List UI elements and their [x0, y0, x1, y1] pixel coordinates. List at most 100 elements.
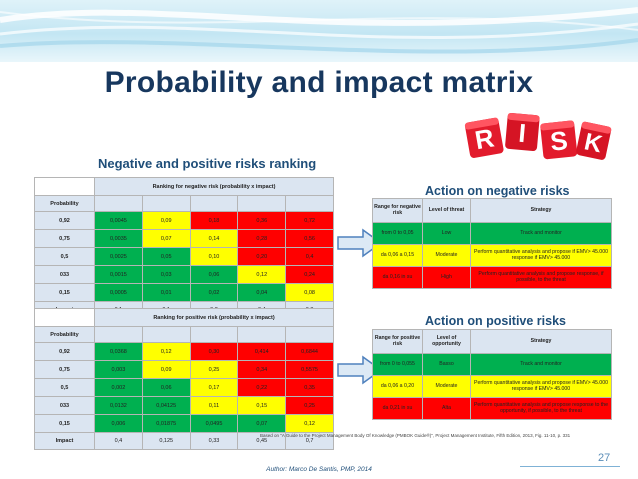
score-cell: 0,4: [285, 247, 334, 266]
logo-letter: R: [473, 122, 497, 155]
source-citation: Based on "A Guide to the Project Managem…: [260, 433, 571, 438]
column-header: Strategy: [470, 329, 612, 354]
level-cell: Basso: [422, 353, 471, 376]
level-cell: Low: [422, 222, 471, 245]
page-divider: [520, 466, 620, 467]
table-row: 0,5 0,0025 0,05 0,10 0,20 0,4: [34, 247, 334, 266]
logo-letter: K: [582, 128, 605, 158]
negative-risk-matrix: Ranking for negative risk (probability x…: [34, 177, 334, 319]
table-row: from 0 to 0,05 Low Track and monitor: [372, 222, 612, 245]
probability-value: 0,5: [34, 247, 95, 266]
impact-row: Impact 0,4 0,125 0,33 0,45 0,7: [34, 432, 334, 450]
score-cell: 0,002: [94, 378, 143, 397]
table-row: 0,92 0,0368 0,12 0,30 0,414 0,6844: [34, 342, 334, 361]
score-cell: 0,06: [141, 378, 191, 397]
score-cell: 0,02: [189, 283, 239, 302]
score-cell: 0,0132: [94, 396, 143, 415]
score-cell: 0,11: [189, 396, 239, 415]
table-row: da 0,16 in su High Perform quantitative …: [372, 266, 612, 289]
positive-risk-matrix: Ranking for positive risk (probability x…: [34, 308, 334, 450]
table-row: 0,15 0,0005 0,01 0,02 0,04 0,08: [34, 283, 334, 302]
score-cell: 0,0025: [94, 247, 143, 266]
score-cell: 0,09: [141, 360, 191, 379]
matrix-corner: [34, 177, 95, 196]
strategy-cell: Perform quantitative analysis and propos…: [470, 244, 612, 267]
table-row: 0,5 0,002 0,06 0,17 0,22 0,35: [34, 378, 334, 397]
impact-value: 0,33: [189, 432, 239, 450]
table-row: 0,15 0,006 0,01875 0,0495 0,07 0,12: [34, 414, 334, 433]
matrix-header: Ranking for positive risk (probability x…: [94, 308, 334, 327]
negative-actions-label: Action on negative risks: [425, 184, 570, 198]
score-cell: 0,03: [141, 265, 191, 284]
score-cell: 0,0495: [189, 414, 239, 433]
table-row: da 0,21 in su Alta Perform quantitative …: [372, 397, 612, 420]
score-cell: 0,20: [237, 247, 287, 266]
positive-actions-table: Range for positive risk Level of opportu…: [372, 329, 612, 420]
page-number: 27: [598, 452, 611, 464]
score-cell: 0,24: [285, 265, 334, 284]
score-cell: 0,56: [285, 229, 334, 248]
score-cell: 0,01: [141, 283, 191, 302]
strategy-cell: Perform quantitative analysis and propos…: [470, 266, 612, 289]
probability-value: 0,75: [34, 360, 95, 379]
score-cell: 0,72: [285, 211, 334, 230]
score-cell: 0,18: [189, 211, 239, 230]
table-row: 033 0,0132 0,04125 0,11 0,15 0,25: [34, 396, 334, 415]
table-row: 0,92 0,0045 0,09 0,18 0,36 0,72: [34, 211, 334, 230]
score-cell: 0,22: [237, 378, 287, 397]
range-cell: da 0,21 in su: [372, 397, 423, 420]
range-cell: da 0,06 a 0,20: [372, 375, 423, 398]
probability-value: 0,92: [34, 342, 95, 361]
probability-value: 0,75: [34, 229, 95, 248]
table-row: 0,75 0,003 0,09 0,25 0,34 0,5575: [34, 360, 334, 379]
score-cell: 0,04: [237, 283, 287, 302]
score-cell: 0,6844: [285, 342, 334, 361]
probability-value: 033: [34, 265, 95, 284]
matrix-corner: [34, 308, 95, 327]
score-cell: 0,12: [237, 265, 287, 284]
score-cell: 0,003: [94, 360, 143, 379]
score-cell: 0,07: [141, 229, 191, 248]
level-cell: Moderate: [422, 244, 471, 267]
probability-value: 0,5: [34, 378, 95, 397]
score-cell: 0,0368: [94, 342, 143, 361]
impact-label: Impact: [34, 432, 95, 450]
table-header-row: Range for positive risk Level of opportu…: [372, 329, 612, 354]
risk-dice-logo: R I S K: [462, 100, 612, 182]
table-row: da 0,06 a 0,15 Moderate Perform quantita…: [372, 244, 612, 267]
score-cell: 0,35: [285, 378, 334, 397]
score-cell: 0,06: [189, 265, 239, 284]
impact-value: 0,4: [94, 432, 143, 450]
probability-value: 033: [34, 396, 95, 415]
probability-label: Probability: [34, 326, 95, 343]
negative-actions-table: Range for negative risk Level of threat …: [372, 198, 612, 289]
positive-actions-label: Action on positive risks: [425, 314, 567, 328]
level-cell: Alta: [422, 397, 471, 420]
column-header: Strategy: [470, 198, 612, 223]
score-cell: 0,14: [189, 229, 239, 248]
range-cell: da 0,16 in su: [372, 266, 423, 289]
decorative-wave-banner: [0, 0, 638, 62]
range-cell: from 0 to 0,055: [372, 353, 423, 376]
column-header: Range for negative risk: [372, 198, 423, 223]
score-cell: 0,09: [141, 211, 191, 230]
score-cell: 0,25: [285, 396, 334, 415]
strategy-cell: Perform quantitative analysis and propos…: [470, 397, 612, 420]
score-cell: 0,12: [285, 414, 334, 433]
probability-value: 0,92: [34, 211, 95, 230]
table-row: 0,75 0,0035 0,07 0,14 0,28 0,56: [34, 229, 334, 248]
score-cell: 0,04125: [141, 396, 191, 415]
impact-value: 0,7: [285, 432, 334, 450]
author-footer: Author: Marco De Santis, PMP, 2014: [266, 466, 372, 473]
score-cell: 0,0005: [94, 283, 143, 302]
impact-value: 0,125: [141, 432, 191, 450]
score-cell: 0,5575: [285, 360, 334, 379]
probability-value: 0,15: [34, 283, 95, 302]
range-cell: from 0 to 0,05: [372, 222, 423, 245]
score-cell: 0,28: [237, 229, 287, 248]
score-cell: 0,10: [189, 247, 239, 266]
strategy-cell: Track and monitor: [470, 222, 612, 245]
score-cell: 0,15: [237, 396, 287, 415]
score-cell: 0,30: [189, 342, 239, 361]
range-cell: da 0,06 a 0,15: [372, 244, 423, 267]
